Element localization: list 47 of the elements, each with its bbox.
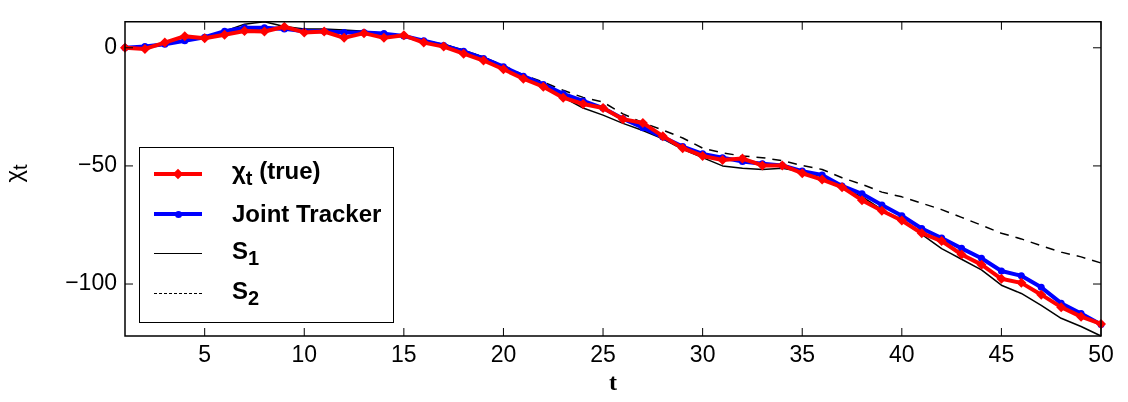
point — [458, 48, 469, 59]
point — [498, 64, 509, 75]
point — [956, 249, 967, 260]
legend-label: S$_{2}$ — [232, 276, 260, 311]
x-tick-label: 15 — [391, 341, 417, 368]
point — [538, 81, 549, 92]
point — [219, 29, 230, 40]
point — [279, 21, 290, 32]
point — [518, 73, 529, 84]
point — [478, 55, 489, 66]
legend-label: χ$_{t}$ (true) — [232, 156, 321, 191]
point — [1076, 311, 1087, 322]
x-tick-label: 20 — [490, 341, 517, 368]
x-tick-label: 35 — [789, 341, 816, 368]
legend-label: S$_{1}$ — [232, 236, 260, 271]
point — [1017, 272, 1025, 280]
y-tick-label: −50 — [77, 151, 117, 178]
point — [1016, 277, 1027, 288]
legend-label: Joint Tracker — [232, 200, 382, 227]
point — [876, 205, 887, 216]
point — [558, 92, 569, 103]
x-tick-label: 25 — [590, 341, 616, 368]
point — [179, 31, 190, 42]
point — [976, 259, 987, 270]
point — [916, 228, 927, 239]
point — [797, 168, 808, 179]
point — [896, 215, 907, 226]
y-tick-label: 0 — [104, 33, 117, 60]
y-tick-label: −100 — [65, 269, 117, 296]
point — [936, 236, 947, 247]
point — [1056, 302, 1067, 313]
point — [858, 190, 866, 198]
x-tick-label: 45 — [988, 341, 1015, 368]
x-tick-label: 40 — [889, 341, 915, 368]
point — [996, 273, 1007, 284]
point — [339, 32, 350, 43]
point — [817, 174, 828, 185]
point — [378, 32, 389, 43]
x-tick-label: 5 — [198, 341, 212, 368]
x-tick-label: 50 — [1088, 341, 1114, 368]
x-tick-label: 30 — [689, 341, 716, 368]
point — [997, 267, 1005, 275]
point — [1036, 289, 1047, 300]
point — [1037, 283, 1045, 291]
x-axis-title: t — [608, 368, 618, 396]
point — [856, 195, 867, 206]
x-tick-label: 10 — [291, 341, 318, 368]
